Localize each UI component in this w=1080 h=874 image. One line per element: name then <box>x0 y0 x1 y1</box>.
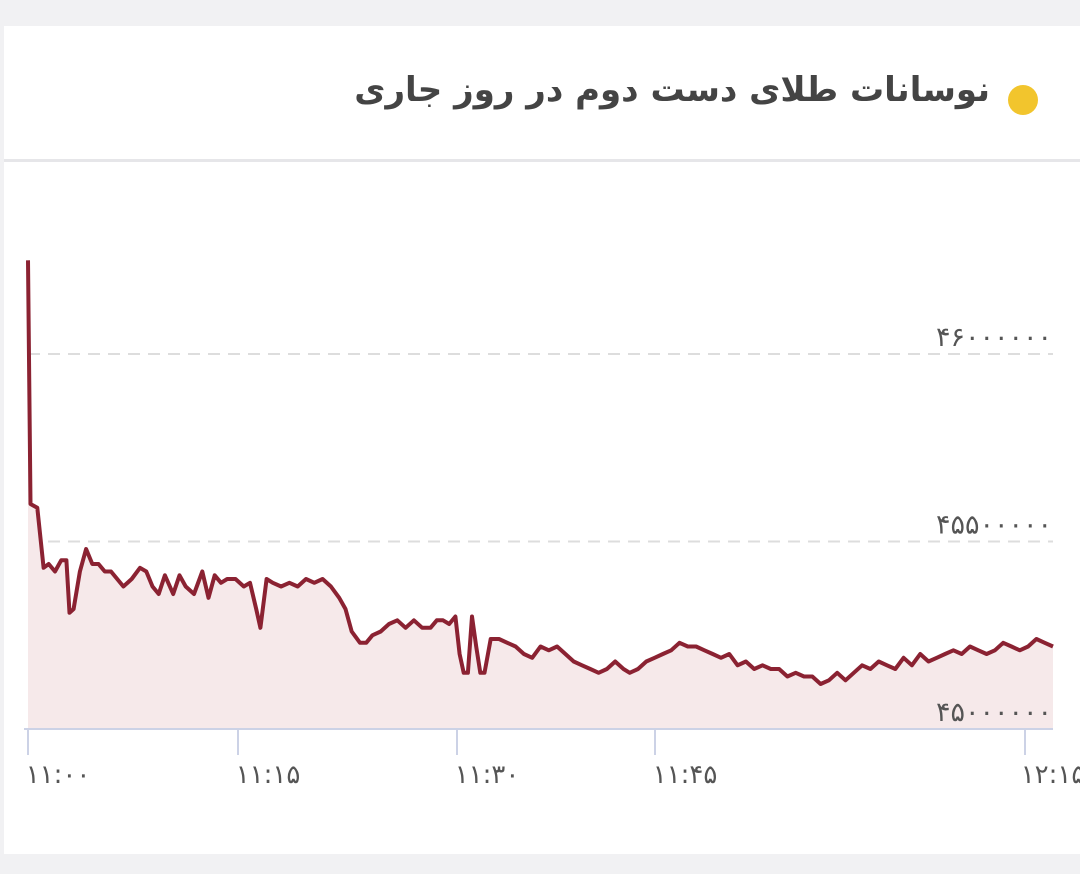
price-chart: ۱۱:۰۰ ۱۱:۱۵ ۱۱:۳۰ ۱۱:۴۵ ۱۲:۱۵ ۴۵۰۰۰۰۰۰ ۴۵۵۰۰۰… <box>24 260 1080 790</box>
x-tick-label: ۱۱:۴۵ <box>653 760 718 790</box>
x-tick-label: ۱۱:۰۰ <box>26 760 91 790</box>
y-axis-labels: ۴۵۰۰۰۰۰۰ ۴۵۵۰۰۰۰۰ ۴۶۰۰۰۰۰۰ <box>936 322 1052 728</box>
chart-card: نوسانات طلای دست دوم در روز جاری ۱۱:۰۰ ۱۱… <box>4 26 1080 854</box>
y-tick-label: ۴۶۰۰۰۰۰۰ <box>936 322 1052 353</box>
x-tick-label: ۱۲:۱۵ <box>1021 760 1080 790</box>
x-axis-ticks: ۱۱:۰۰ ۱۱:۱۵ ۱۱:۳۰ ۱۱:۴۵ ۱۲:۱۵ <box>26 729 1080 790</box>
x-tick-label: ۱۱:۳۰ <box>455 760 520 790</box>
chart-title: نوسانات طلای دست دوم در روز جاری <box>354 70 990 110</box>
y-tick-label: ۴۵۰۰۰۰۰۰ <box>936 697 1052 728</box>
price-line <box>26 260 1054 686</box>
grid-lines <box>28 353 1053 543</box>
y-tick-label: ۴۵۵۰۰۰۰۰ <box>936 510 1052 541</box>
card-header: نوسانات طلای دست دوم در روز جاری <box>4 26 1080 162</box>
price-area-fill <box>28 260 1053 729</box>
x-tick-label: ۱۱:۱۵ <box>236 760 301 790</box>
status-dot <box>1008 85 1038 115</box>
